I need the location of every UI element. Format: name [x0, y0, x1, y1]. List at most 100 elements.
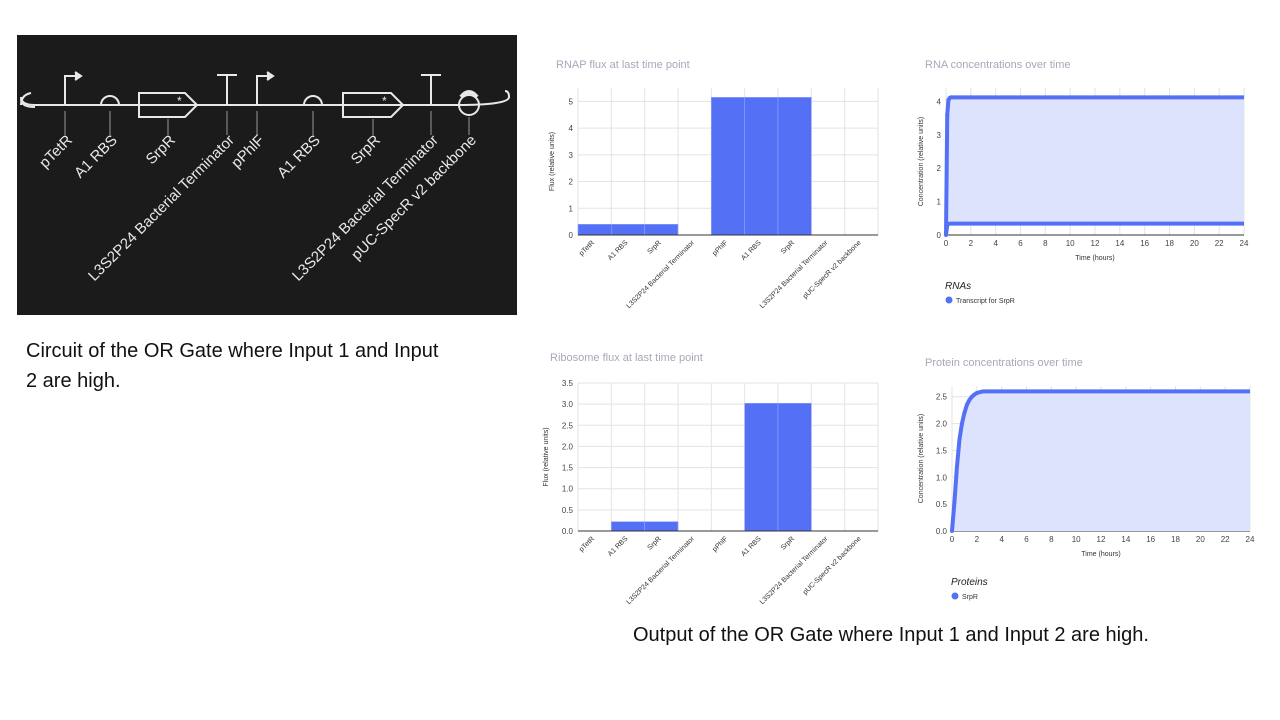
rnap-flux-chart: RNAP flux at last time point 0 1 2 3 4 5 pTetR A…: [549, 59, 879, 310]
x-tick-label: 20: [1190, 239, 1199, 248]
legend-item: Transcript for SrpR: [956, 298, 1015, 305]
y-tick-label: 0.5: [562, 506, 574, 515]
x-tick-label: 6: [1024, 535, 1029, 544]
legend-title: RNAs: [945, 281, 971, 292]
x-tick-label: pPhlF: [712, 239, 730, 257]
promoter-icon: [256, 71, 275, 105]
legend-item: SrpR: [962, 594, 978, 601]
x-tick-label: A1 RBS: [607, 239, 630, 262]
y-tick-label: 1: [569, 204, 574, 213]
x-tick-label: 16: [1146, 535, 1155, 544]
part-label: pPhlF: [228, 132, 268, 172]
y-tick-label: 1.5: [562, 464, 574, 473]
data-point: [950, 529, 954, 533]
y-tick-label: 2.0: [936, 420, 948, 429]
x-tick-label: 12: [1091, 239, 1100, 248]
x-tick-label: 12: [1097, 535, 1106, 544]
x-tick-label: 18: [1165, 239, 1174, 248]
x-tick-label: SrpR: [647, 535, 663, 551]
x-tick-label: SrpR: [780, 535, 796, 551]
data-point: [954, 464, 959, 469]
y-tick-label: 2: [569, 178, 574, 187]
rbs-icon: [303, 95, 323, 106]
x-tick-label: 2: [969, 239, 974, 248]
data-point: [950, 95, 955, 100]
chart-title: Ribosome flux at last time point: [550, 352, 703, 364]
series-lower-line: [944, 221, 1244, 236]
x-tick-label: pUC-SpecR v2 backbone: [802, 535, 863, 596]
series-area: [952, 391, 1250, 531]
y-tick-label: 0.5: [936, 500, 948, 509]
x-axis-label: Time (hours): [1081, 551, 1120, 558]
chart-title: RNA concentrations over time: [925, 59, 1071, 71]
circuit-left-end: [20, 92, 36, 106]
x-tick-label: pTetR: [578, 239, 596, 257]
promoter-icon: [64, 71, 83, 105]
x-tick-label: 20: [1196, 535, 1205, 544]
circuit-right-end: [456, 90, 511, 106]
part-label: SrpR: [143, 132, 179, 168]
legend-title: Proteins: [951, 577, 988, 588]
cds-icon: [138, 92, 199, 118]
circuit-caption: Circuit of the OR Gate where Input 1 and…: [26, 340, 439, 392]
y-tick-label: 3: [569, 151, 574, 160]
y-tick-label: 3.0: [562, 400, 574, 409]
origin-icon: [458, 94, 480, 116]
part-label: A1 RBS: [71, 132, 121, 182]
y-tick-label: 3.5: [562, 379, 574, 388]
data-point: [967, 397, 972, 402]
data-point: [974, 390, 979, 395]
x-tick-label: A1 RBS: [740, 535, 763, 558]
chart-title: RNAP flux at last time point: [556, 59, 690, 71]
bar: [644, 521, 679, 532]
x-tick-label: L3S2P24 Bacterial Terminator: [759, 535, 830, 606]
y-tick-label: 3: [937, 131, 942, 140]
output-caption: Output of the OR Gate where Input 1 and …: [633, 624, 1149, 646]
part-label: SrpR: [348, 132, 384, 168]
y-tick-label: 4: [569, 124, 574, 133]
bar: [777, 97, 812, 236]
terminator-icon: [421, 74, 441, 105]
x-axis-label: Time (hours): [1075, 255, 1114, 262]
x-tick-label: L3S2P24 Bacterial Terminator: [625, 239, 696, 310]
x-tick-label: 18: [1171, 535, 1180, 544]
y-tick-label: 1.0: [936, 473, 948, 482]
x-tick-label: SrpR: [647, 239, 663, 255]
y-tick-label: 0.0: [936, 527, 948, 536]
y-axis-label: Concentration (relative units): [918, 414, 925, 504]
y-tick-label: 5: [569, 97, 574, 106]
x-tick-label: 22: [1215, 239, 1224, 248]
y-tick-label: 2.5: [936, 393, 948, 402]
terminator-icon: [217, 74, 237, 105]
y-tick-label: 2: [937, 164, 942, 173]
cds-icon: [342, 92, 405, 118]
y-axis-label: Flux (relative units): [549, 132, 556, 191]
y-tick-label: 4: [937, 97, 942, 106]
data-point: [957, 437, 962, 442]
x-tick-label: pPhlF: [712, 535, 730, 553]
data-point: [956, 95, 961, 100]
part-label: A1 RBS: [274, 132, 324, 182]
chart-title: Protein concentrations over time: [925, 357, 1083, 369]
bar: [711, 97, 745, 236]
y-axis-label: Concentration (relative units): [918, 117, 925, 207]
rbs-icon: [100, 95, 120, 106]
x-tick-label: 10: [1066, 239, 1075, 248]
data-point: [964, 402, 969, 407]
y-tick-label: 2.0: [562, 442, 574, 451]
x-tick-label: SrpR: [780, 239, 796, 255]
legend-marker: [951, 592, 959, 600]
part-label: pTetR: [36, 132, 76, 172]
x-tick-label: 24: [1246, 535, 1255, 544]
x-tick-label: 24: [1240, 239, 1249, 248]
x-tick-label: pUC-SpecR v2 backbone: [802, 239, 863, 300]
x-tick-label: A1 RBS: [740, 239, 763, 262]
data-point: [944, 233, 948, 237]
bar: [577, 224, 612, 236]
y-tick-label: 0: [937, 231, 942, 240]
y-tick-label: 2.5: [562, 421, 574, 430]
bar: [744, 402, 779, 532]
cds-star-icon: *: [177, 94, 182, 108]
x-tick-label: 22: [1221, 535, 1230, 544]
